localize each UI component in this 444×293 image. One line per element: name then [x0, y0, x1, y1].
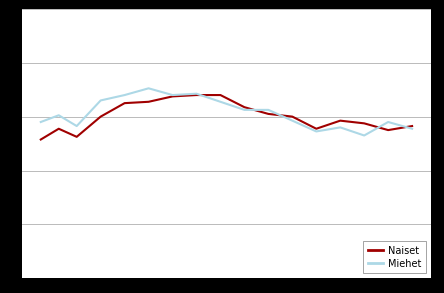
Naiset	[313, 127, 319, 130]
Miehet	[122, 93, 127, 97]
Miehet	[409, 127, 415, 130]
Naiset	[74, 135, 79, 139]
Miehet	[313, 130, 319, 133]
Line: Naiset: Naiset	[41, 95, 412, 139]
Miehet	[170, 93, 175, 97]
Miehet	[74, 124, 79, 128]
Miehet	[385, 120, 391, 124]
Naiset	[98, 115, 103, 118]
Naiset	[242, 105, 247, 109]
Naiset	[194, 93, 199, 97]
Naiset	[218, 93, 223, 97]
Miehet	[361, 134, 367, 137]
Miehet	[98, 99, 103, 102]
Naiset	[385, 128, 391, 132]
Naiset	[122, 101, 127, 105]
Naiset	[266, 112, 271, 116]
Naiset	[409, 124, 415, 128]
Naiset	[361, 122, 367, 125]
Miehet	[242, 108, 247, 112]
Naiset	[170, 95, 175, 98]
Naiset	[146, 100, 151, 103]
Miehet	[194, 92, 199, 96]
Miehet	[56, 113, 61, 117]
Naiset	[289, 115, 295, 118]
Miehet	[146, 86, 151, 90]
Miehet	[266, 108, 271, 112]
Miehet	[337, 126, 343, 129]
Miehet	[289, 119, 295, 122]
Miehet	[218, 100, 223, 103]
Legend: Naiset, Miehet: Naiset, Miehet	[363, 241, 426, 273]
Naiset	[337, 119, 343, 122]
Naiset	[56, 127, 61, 130]
Naiset	[38, 138, 44, 141]
Line: Miehet: Miehet	[41, 88, 412, 135]
Miehet	[38, 120, 44, 124]
